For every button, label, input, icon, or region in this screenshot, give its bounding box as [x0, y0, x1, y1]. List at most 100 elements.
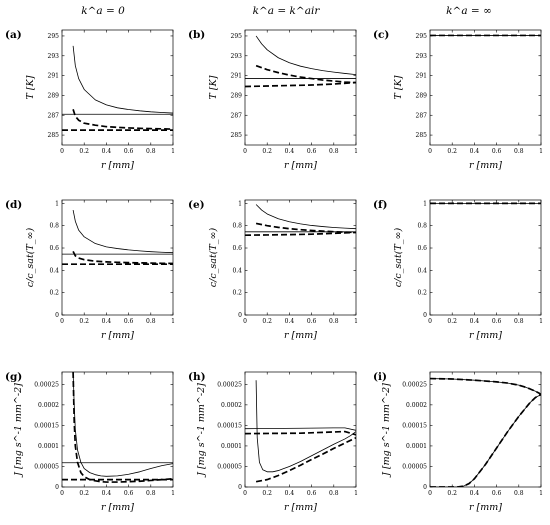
x-axis-label: r [mm]	[101, 330, 134, 341]
plot-frame	[61, 199, 174, 316]
y-tick-label: 0.0001	[406, 443, 427, 450]
x-tick-label: 1	[171, 318, 175, 325]
chart-panel-9: 0 0.2 0.4 0.6 0.8 1 0 0.00005 0.0001 0.00015 0.000…	[373, 371, 543, 513]
y-tick-label: 0.0001	[221, 443, 242, 450]
x-axis-label: r [mm]	[284, 330, 317, 341]
x-tick-label: 0	[243, 318, 247, 325]
y-tick-label: 0	[423, 312, 427, 319]
series-line-4	[245, 231, 356, 237]
y-tick-label: 0.4	[49, 267, 59, 274]
y-tick-label: 295	[416, 33, 428, 40]
y-tick-label: 295	[231, 33, 243, 40]
y-axis-label: T [K]	[208, 75, 219, 99]
plot-frame	[244, 199, 357, 316]
y-tick-label: 289	[416, 92, 428, 99]
x-tick-label: 0.2	[447, 490, 457, 497]
plot-frame	[244, 29, 357, 146]
y-tick-label: 0.0002	[406, 402, 427, 409]
x-tick-label: 0.6	[307, 148, 317, 155]
x-tick-label: 0	[428, 490, 432, 497]
y-axis-label: J [mg s^-1 mm^-2]	[381, 383, 392, 478]
x-tick-label: 0.4	[470, 490, 480, 497]
y-tick-label: 291	[231, 73, 242, 80]
x-tick-label: 0.6	[307, 490, 317, 497]
y-tick-label: 291	[48, 73, 59, 80]
series-line-1	[72, 209, 173, 254]
x-tick-label: 1	[354, 318, 358, 325]
series-line-2	[430, 377, 541, 396]
y-tick-label: 0.00025	[402, 381, 427, 388]
x-axis-label: r [mm]	[284, 160, 317, 171]
y-axis-label: J [mg s^-1 mm^-2]	[13, 383, 24, 478]
series-line-3	[255, 64, 356, 84]
x-tick-label: 0	[60, 490, 64, 497]
y-tick-label: 0.00015	[34, 422, 59, 429]
series-line-3	[72, 250, 173, 265]
y-axis-label: c/c_sat(T_∞)	[393, 228, 404, 288]
panel-label: (b)	[188, 29, 205, 41]
chart-panel-2: 0 0.2 0.4 0.6 0.8 1 285 287 289 291 293 295 (b) r [mm…	[188, 29, 358, 171]
panel-label: (f)	[373, 199, 387, 211]
series-line-3	[72, 109, 173, 130]
y-tick-label: 295	[48, 33, 60, 40]
panel-label: (e)	[188, 199, 205, 211]
y-tick-label: 287	[48, 112, 60, 119]
chart-panel-4: 0 0.2 0.4 0.6 0.8 1 0 0.2 0.4 0.6 0.8 1 (d) r [mm] c/c…	[5, 199, 175, 341]
x-tick-label: 1	[354, 490, 358, 497]
y-tick-label: 287	[231, 112, 243, 119]
x-tick-label: 0.2	[262, 318, 272, 325]
x-axis-label: r [mm]	[101, 502, 134, 513]
x-tick-label: 1	[171, 490, 175, 497]
x-tick-label: 0	[428, 318, 432, 325]
x-tick-label: 0.6	[124, 490, 134, 497]
x-tick-label: 0.8	[329, 148, 339, 155]
x-tick-label: 0.2	[79, 490, 89, 497]
y-tick-label: 1	[55, 200, 59, 207]
x-tick-label: 0.4	[102, 318, 112, 325]
y-tick-label: 0.00025	[34, 381, 59, 388]
chart-panel-1: 0 0.2 0.4 0.6 0.8 1 285 287 289 291 293 295 (a) r [mm…	[5, 29, 175, 171]
x-tick-label: 0.8	[146, 490, 156, 497]
x-tick-label: 0	[428, 148, 432, 155]
x-tick-label: 1	[539, 318, 543, 325]
series-line-4	[430, 393, 541, 487]
y-tick-label: 0	[55, 484, 59, 491]
column-title-1: k^a = 0	[81, 5, 125, 17]
plot-frame	[61, 371, 174, 488]
x-tick-label: 1	[354, 148, 358, 155]
series-line-1	[255, 204, 356, 230]
y-tick-label: 0.8	[232, 223, 242, 230]
y-tick-label: 285	[231, 132, 243, 139]
x-tick-label: 1	[171, 148, 175, 155]
x-tick-label: 0.8	[514, 490, 524, 497]
series-line-3	[255, 222, 356, 234]
x-axis-label: r [mm]	[469, 330, 502, 341]
x-axis-label: r [mm]	[469, 160, 502, 171]
chart-panel-3: 0 0.2 0.4 0.6 0.8 1 285 287 289 291 293 295 (c) r [mm…	[373, 29, 543, 171]
y-tick-label: 0.00005	[34, 463, 59, 470]
x-tick-label: 0.4	[285, 148, 295, 155]
x-tick-label: 0.4	[470, 148, 480, 155]
y-tick-label: 0.4	[417, 267, 427, 274]
y-tick-label: 1	[423, 200, 427, 207]
y-tick-label: 0	[238, 312, 242, 319]
x-tick-label: 0.6	[492, 490, 502, 497]
x-tick-label: 0.8	[146, 318, 156, 325]
panel-label: (g)	[5, 371, 22, 383]
x-axis-label: r [mm]	[469, 502, 502, 513]
y-tick-label: 291	[416, 73, 427, 80]
chart-panel-7: 0 0.2 0.4 0.6 0.8 1 0 0.00005 0.0001 0.00015 0.000…	[5, 371, 175, 513]
x-axis-label: r [mm]	[284, 502, 317, 513]
y-tick-label: 0.2	[232, 290, 242, 297]
x-tick-label: 0.8	[514, 148, 524, 155]
x-tick-label: 0.4	[285, 318, 295, 325]
y-tick-label: 0.4	[232, 267, 242, 274]
y-axis-label: c/c_sat(T_∞)	[25, 228, 36, 288]
y-tick-label: 0	[423, 484, 427, 491]
y-axis-label: J [mg s^-1 mm^-2]	[196, 383, 207, 478]
series-line-4	[245, 81, 356, 88]
panel-label: (a)	[5, 29, 22, 41]
panel-label: (i)	[373, 371, 387, 383]
y-tick-label: 0.00015	[402, 422, 427, 429]
